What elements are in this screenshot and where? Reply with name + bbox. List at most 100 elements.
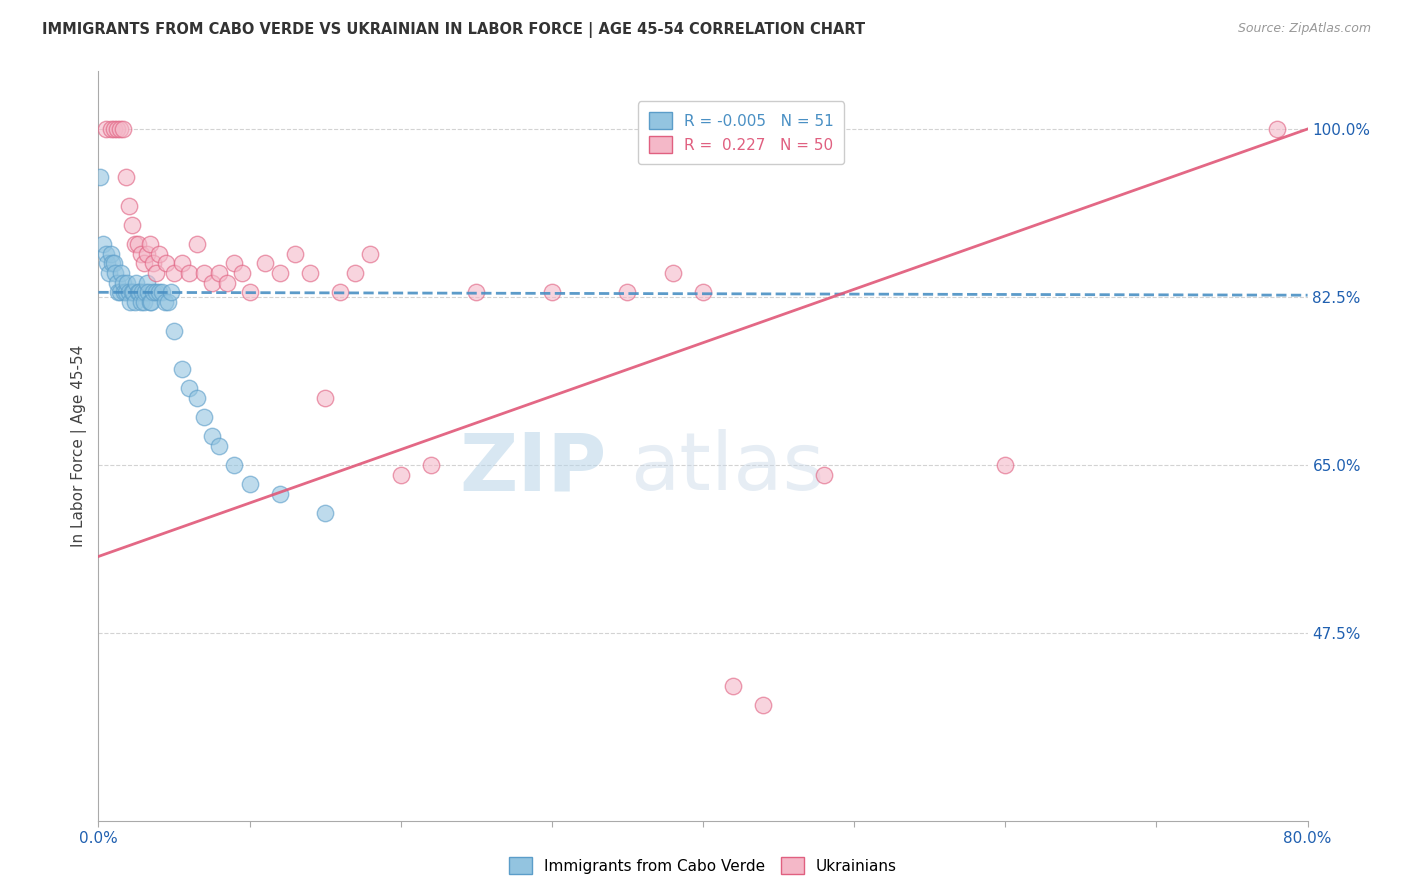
Point: [120, 294, 142, 309]
Text: atlas: atlas: [630, 429, 825, 508]
Point: [124, 237, 146, 252]
Point: [132, 256, 155, 270]
Point: [96, 256, 118, 270]
Point: [145, 285, 167, 300]
Point: [129, 294, 152, 309]
Point: [129, 247, 152, 261]
Text: IMMIGRANTS FROM CABO VERDE VS UKRAINIAN IN LABOR FORCE | AGE 45-54 CORRELATION C: IMMIGRANTS FROM CABO VERDE VS UKRAINIAN …: [42, 22, 865, 38]
Point: [344, 266, 367, 280]
Point: [139, 237, 162, 252]
Point: [141, 294, 163, 309]
Point: [616, 285, 638, 300]
Point: [201, 276, 224, 290]
Point: [360, 247, 382, 261]
Point: [98, 266, 121, 280]
Text: ZIP: ZIP: [458, 429, 606, 508]
Point: [114, 285, 136, 300]
Point: [420, 458, 443, 473]
Point: [723, 679, 745, 693]
Point: [163, 266, 186, 280]
Point: [148, 285, 170, 300]
Point: [155, 256, 177, 270]
Point: [813, 467, 835, 482]
Point: [329, 285, 352, 300]
Point: [540, 285, 562, 300]
Point: [110, 266, 132, 280]
Point: [156, 294, 179, 309]
Point: [108, 122, 131, 136]
Point: [179, 266, 201, 280]
Point: [121, 285, 143, 300]
Legend: R = -0.005   N = 51, R =  0.227   N = 50: R = -0.005 N = 51, R = 0.227 N = 50: [638, 102, 845, 164]
Point: [135, 247, 157, 261]
Point: [179, 381, 201, 395]
Point: [201, 429, 224, 443]
Point: [103, 256, 125, 270]
Point: [170, 362, 193, 376]
Y-axis label: In Labor Force | Age 45-54: In Labor Force | Age 45-54: [72, 345, 87, 547]
Point: [121, 218, 143, 232]
Point: [193, 410, 215, 425]
Point: [105, 276, 128, 290]
Point: [299, 266, 322, 280]
Point: [94, 122, 117, 136]
Point: [239, 477, 262, 491]
Point: [132, 294, 155, 309]
Point: [135, 276, 157, 290]
Point: [105, 122, 128, 136]
Point: [170, 256, 193, 270]
Legend: Immigrants from Cabo Verde, Ukrainians: Immigrants from Cabo Verde, Ukrainians: [503, 851, 903, 880]
Point: [208, 439, 231, 453]
Point: [269, 487, 291, 501]
Point: [111, 122, 134, 136]
Point: [186, 237, 208, 252]
Point: [153, 294, 176, 309]
Point: [134, 285, 156, 300]
Point: [186, 391, 208, 405]
Point: [284, 247, 307, 261]
Point: [389, 467, 412, 482]
Point: [104, 266, 127, 280]
Point: [160, 285, 183, 300]
Point: [994, 458, 1017, 473]
Point: [142, 256, 165, 270]
Point: [128, 285, 150, 300]
Point: [108, 285, 131, 300]
Point: [269, 266, 291, 280]
Point: [314, 391, 336, 405]
Point: [112, 285, 135, 300]
Point: [253, 256, 276, 270]
Point: [125, 276, 148, 290]
Point: [118, 199, 141, 213]
Point: [127, 237, 149, 252]
Point: [118, 285, 141, 300]
Point: [103, 122, 125, 136]
Point: [231, 266, 253, 280]
Point: [208, 266, 231, 280]
Point: [131, 285, 153, 300]
Point: [107, 285, 129, 300]
Point: [163, 324, 186, 338]
Point: [148, 247, 170, 261]
Point: [661, 266, 683, 280]
Point: [91, 237, 114, 252]
Point: [89, 169, 111, 184]
Point: [115, 276, 138, 290]
Point: [139, 294, 162, 309]
Point: [465, 285, 488, 300]
Point: [239, 285, 262, 300]
Point: [224, 256, 246, 270]
Point: [150, 285, 173, 300]
Point: [692, 285, 714, 300]
Point: [101, 256, 124, 270]
Point: [193, 266, 215, 280]
Point: [94, 247, 117, 261]
Point: [224, 458, 246, 473]
Point: [100, 247, 122, 261]
Point: [127, 285, 149, 300]
Point: [114, 169, 136, 184]
Point: [136, 285, 159, 300]
Point: [124, 294, 146, 309]
Point: [122, 285, 145, 300]
Point: [100, 122, 122, 136]
